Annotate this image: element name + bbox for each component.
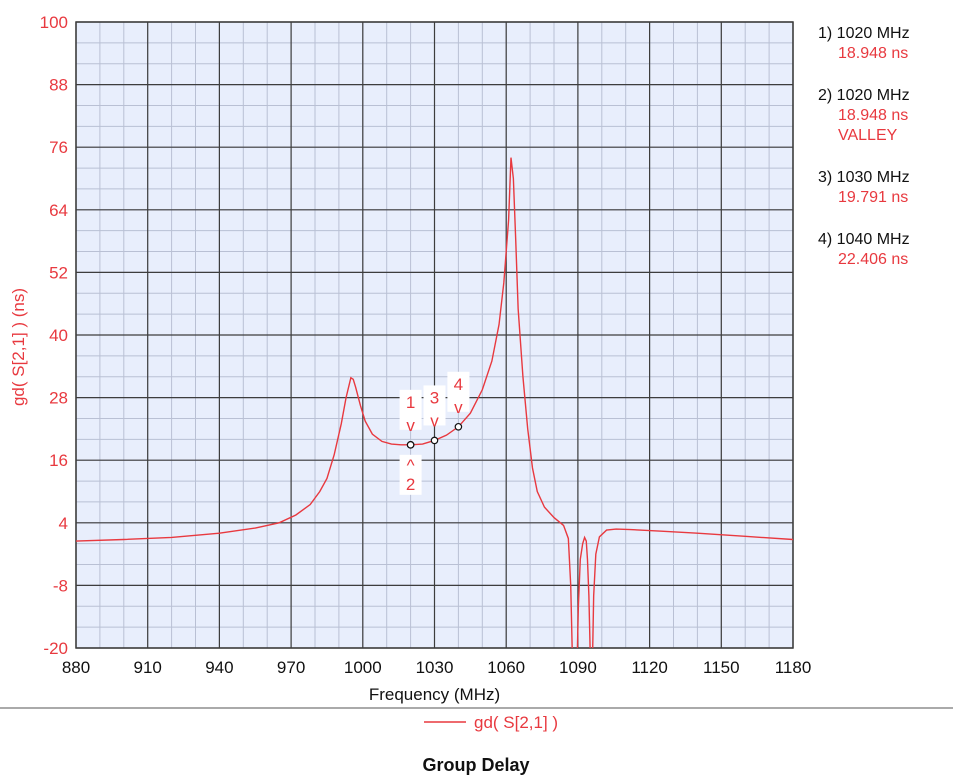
legend-label: gd( S[2,1] ) (474, 713, 558, 732)
y-tick-labels: 100 88 76 64 52 40 28 16 4 -8 -20 (40, 13, 68, 658)
y-tick-label: 16 (49, 451, 68, 470)
marker-3-label: 3 (430, 388, 439, 407)
x-tick-labels: 880 910 940 970 1000 1030 1060 1090 1120 1150 1180 (62, 658, 811, 677)
marker-label-bg (399, 389, 422, 430)
marker-label-bg (399, 454, 422, 495)
trace-layer (76, 157, 793, 648)
trace-segment-1 (76, 157, 573, 648)
readout-2-note: VALLEY (838, 127, 898, 144)
y-tick-label: 4 (59, 514, 68, 533)
x-tick-label: 1060 (487, 658, 525, 677)
major-grid (75, 21, 794, 649)
readout-4-value: 22.406 ns (838, 251, 908, 268)
readout-1-value: 18.948 ns (838, 45, 908, 62)
marker-readout-panel: 1) 1020 MHz 18.948 ns 2) 1020 MHz 18.948 ns… (818, 25, 910, 268)
marker-2-arrow-icon: ^ (407, 456, 415, 475)
x-tick-label: 1150 (703, 658, 740, 677)
marker-4-label: 4 (454, 375, 463, 394)
readout-4-frequency: 4) 1040 MHz (818, 231, 910, 248)
plot-border (75, 21, 794, 649)
x-tick-label: 1120 (631, 658, 668, 677)
readout-3-frequency: 3) 1030 MHz (818, 169, 910, 186)
y-tick-label: -20 (43, 639, 68, 658)
x-tick-label: 910 (134, 658, 162, 677)
marker-label-bg (447, 371, 470, 412)
marker-1-label: 1 (406, 393, 415, 412)
readout-3-value: 19.791 ns (838, 189, 908, 206)
y-tick-label: 40 (49, 326, 68, 345)
readout-2-frequency: 2) 1020 MHz (818, 87, 910, 104)
x-axis-title: Frequency (MHz) (369, 685, 500, 704)
x-tick-label: 1030 (416, 658, 454, 677)
marker-4-point (454, 422, 463, 431)
marker-3-point (430, 436, 439, 445)
marker-3-arrow-icon: v (430, 411, 439, 430)
marker-2-point (406, 441, 415, 449)
x-tick-label: 1090 (559, 658, 597, 677)
y-tick-label: 76 (49, 138, 68, 157)
y-tick-label: -8 (53, 576, 68, 595)
marker-1-arrow-icon: v (406, 416, 415, 435)
x-tick-label: 1000 (344, 658, 382, 677)
y-tick-label: 100 (40, 13, 68, 32)
x-tick-label: 940 (205, 658, 233, 677)
marker-2-label: 2 (406, 475, 415, 494)
x-tick-label: 880 (62, 658, 90, 677)
marker-4-arrow-icon: v (454, 398, 463, 417)
x-tick-label: 1180 (775, 658, 812, 677)
readout-1-frequency: 1) 1020 MHz (818, 25, 910, 42)
chart-title: Group Delay (422, 755, 529, 775)
marker-label-bg (423, 385, 446, 426)
y-tick-label: 64 (49, 201, 68, 220)
trace-segment-3 (592, 528, 793, 648)
y-tick-label: 28 (49, 389, 68, 408)
y-tick-label: 52 (49, 263, 68, 282)
y-axis-title: gd( S[2,1] ) (ns) (9, 288, 28, 406)
marker-layer: v1^2v3 v4 (399, 371, 470, 495)
x-tick-label: 970 (277, 658, 305, 677)
y-tick-label: 88 (49, 76, 68, 95)
trace-segment-2 (576, 535, 591, 648)
readout-2-value: 18.948 ns (838, 107, 908, 124)
